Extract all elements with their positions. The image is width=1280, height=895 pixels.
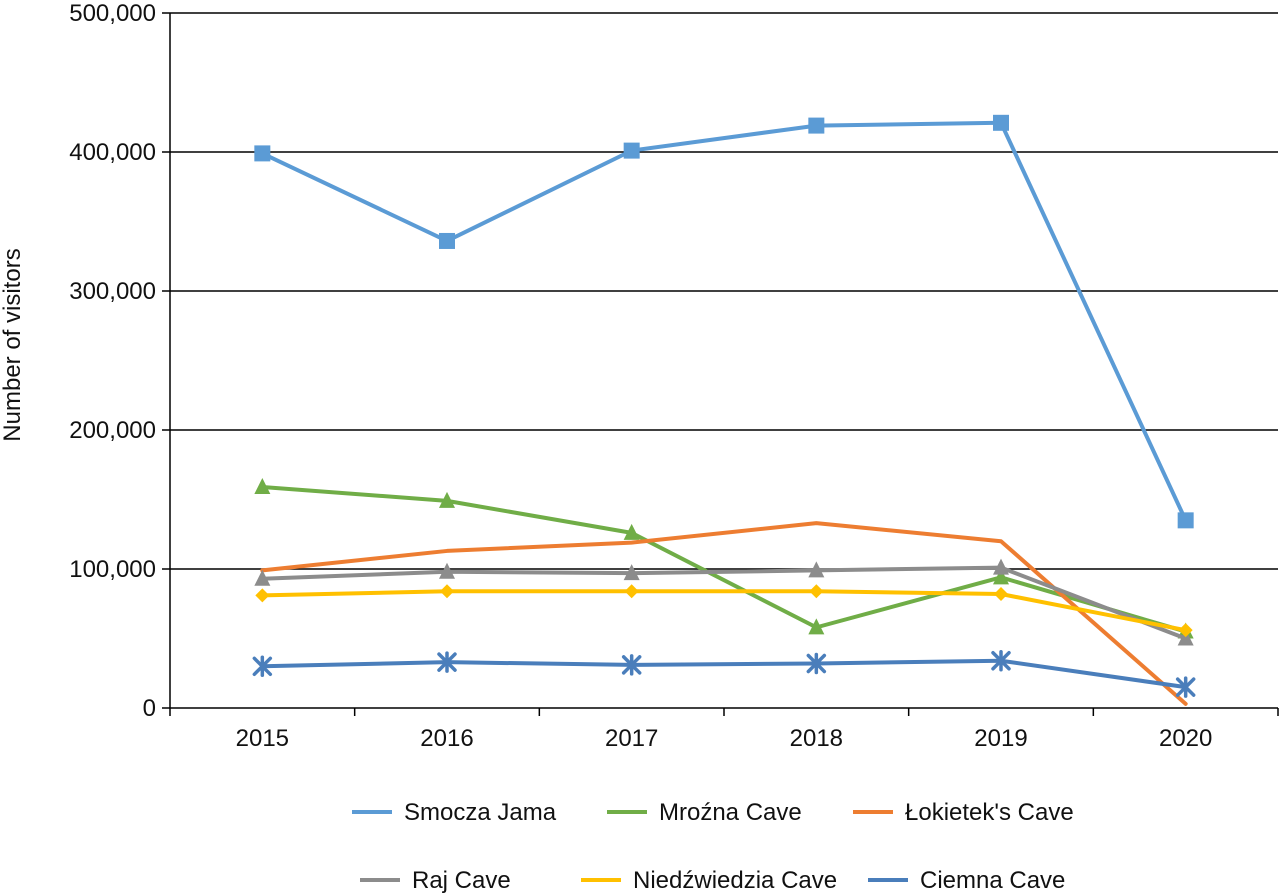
- data-point: [624, 584, 639, 599]
- x-tick-label: 2015: [236, 725, 289, 752]
- data-point: [252, 655, 273, 678]
- series-line: [260, 589, 1188, 633]
- x-tick-label: 2017: [605, 725, 658, 752]
- series-line: [260, 658, 1188, 690]
- data-point: [1177, 512, 1194, 529]
- y-axis-title: Number of visitors: [0, 248, 26, 441]
- legend-label: Łokietek's Cave: [905, 799, 1074, 826]
- data-point: [439, 562, 455, 579]
- data-point: [439, 491, 455, 508]
- data-point: [254, 477, 271, 494]
- data-point: [437, 651, 457, 673]
- series: [252, 649, 1196, 698]
- x-tick-label: 2016: [420, 725, 473, 752]
- series: [254, 114, 1194, 529]
- legend-item: Ciemna Cave: [868, 867, 1065, 894]
- y-tick-label: 100,000: [69, 556, 156, 583]
- y-axis-ticks: 0 100,000 200,000 300,000 400,000 500,000: [69, 0, 170, 722]
- data-point: [808, 618, 825, 635]
- data-point: [621, 654, 642, 676]
- data-point: [991, 649, 1011, 672]
- data-point: [994, 587, 1008, 602]
- series-line: [260, 565, 1188, 641]
- data-point: [1177, 629, 1194, 646]
- data-point: [806, 652, 827, 675]
- legend-label: Smocza Jama: [404, 799, 557, 826]
- data-point: [255, 588, 270, 603]
- legend-label: Mroźna Cave: [659, 799, 802, 826]
- legend-label: Ciemna Cave: [920, 867, 1065, 894]
- series-line: [260, 484, 1188, 634]
- series-group: [252, 114, 1196, 706]
- legend-item: Smocza Jama: [352, 799, 557, 826]
- data-point: [993, 558, 1009, 575]
- data-point: [440, 584, 454, 599]
- data-point: [1175, 676, 1196, 698]
- y-tick-label: 300,000: [69, 278, 156, 305]
- x-tick-label: 2018: [790, 725, 843, 752]
- y-tick-label: 0: [143, 695, 156, 722]
- data-point: [254, 569, 271, 586]
- data-point: [439, 232, 455, 249]
- legend-label: Raj Cave: [412, 867, 511, 894]
- legend-label: Niedźwiedzia Cave: [633, 867, 837, 894]
- y-tick-label: 400,000: [69, 139, 156, 166]
- series: [260, 521, 1188, 706]
- data-point: [254, 145, 271, 162]
- x-axis-ticks: 2015 2016 2017 2018 2019 2020: [169, 708, 1279, 752]
- data-point: [623, 523, 640, 540]
- series: [255, 584, 1193, 638]
- y-tick-label: 200,000: [69, 417, 156, 444]
- x-tick-label: 2020: [1159, 725, 1212, 752]
- legend-item: Łokietek's Cave: [853, 799, 1074, 826]
- data-point: [623, 142, 640, 159]
- series: [254, 558, 1194, 646]
- data-point: [808, 117, 825, 134]
- data-point: [1178, 623, 1193, 638]
- x-tick-label: 2019: [974, 725, 1027, 752]
- data-point: [808, 561, 825, 578]
- gridlines: [170, 12, 1278, 570]
- legend: Smocza Jama Mroźna Cave Łokietek's Cave Raj…: [352, 799, 1074, 894]
- data-point: [623, 564, 640, 581]
- data-point: [993, 114, 1009, 131]
- legend-item: Niedźwiedzia Cave: [581, 867, 837, 894]
- legend-item: Raj Cave: [360, 867, 511, 894]
- series-line: [260, 120, 1188, 523]
- data-point: [993, 568, 1009, 585]
- y-tick-label: 500,000: [69, 0, 156, 27]
- data-point: [809, 584, 824, 599]
- legend-item: Mroźna Cave: [607, 799, 802, 826]
- series-line: [260, 521, 1188, 706]
